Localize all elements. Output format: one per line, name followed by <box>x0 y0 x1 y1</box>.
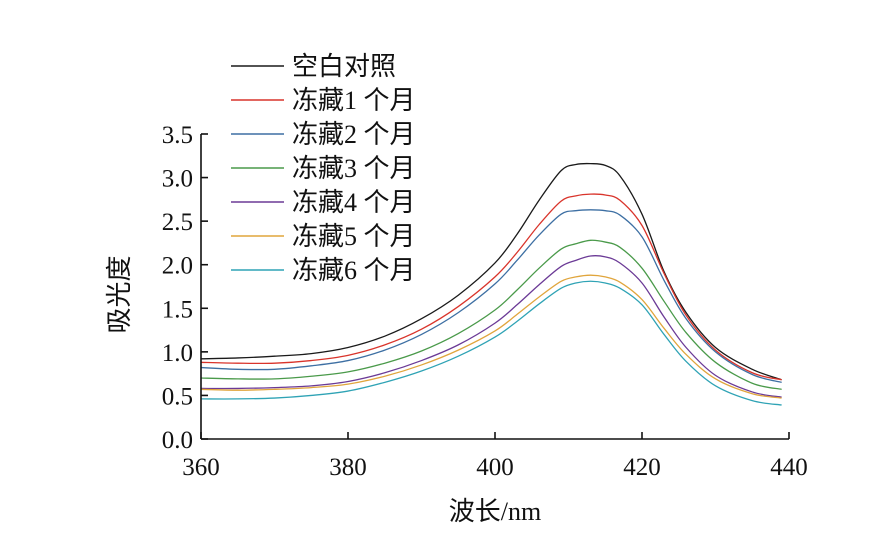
x-ticks: 360 380 400 420 440 <box>182 432 808 481</box>
legend-label-6: 冻藏5 个月 <box>292 222 416 251</box>
legend-label-2: 冻藏1 个月 <box>292 86 416 115</box>
legend-label-1: 空白对照 <box>292 52 396 81</box>
axes <box>200 134 789 440</box>
y-tick-label: 1.0 <box>162 340 193 367</box>
y-tick-label: 0.0 <box>162 427 193 454</box>
y-tick-label: 3.0 <box>162 166 193 193</box>
x-tick-label: 360 <box>182 454 220 481</box>
series-line-7 <box>200 280 782 406</box>
series-line-6 <box>200 274 782 399</box>
y-tick-label: 0.5 <box>162 383 193 410</box>
y-ticks: 0.0 0.5 1.0 1.5 2.0 2.5 3.0 3.5 <box>162 122 208 454</box>
x-tick-label: 380 <box>329 454 367 481</box>
y-tick-label: 2.5 <box>162 209 193 236</box>
y-tick-label: 1.5 <box>162 296 193 323</box>
series-line-1 <box>200 162 782 381</box>
legend-label-5: 冻藏4 个月 <box>292 188 416 217</box>
x-axis-title: 波长/nm <box>449 497 541 526</box>
series-line-5 <box>200 255 782 398</box>
x-tick-label: 420 <box>623 454 661 481</box>
series-line-4 <box>200 239 782 390</box>
series-line-2 <box>200 193 782 381</box>
legend-label-4: 冻藏3 个月 <box>292 154 416 183</box>
series-layer <box>200 162 782 406</box>
y-tick-label: 3.5 <box>162 122 193 149</box>
series-line-3 <box>200 209 782 383</box>
y-axis-title: 吸光度 <box>105 255 134 333</box>
x-tick-label: 440 <box>770 454 808 481</box>
x-tick-label: 400 <box>476 454 514 481</box>
y-tick-label: 2.0 <box>162 253 193 280</box>
legend-label-7: 冻藏6 个月 <box>292 256 416 285</box>
legend-label-3: 冻藏2 个月 <box>292 120 416 149</box>
